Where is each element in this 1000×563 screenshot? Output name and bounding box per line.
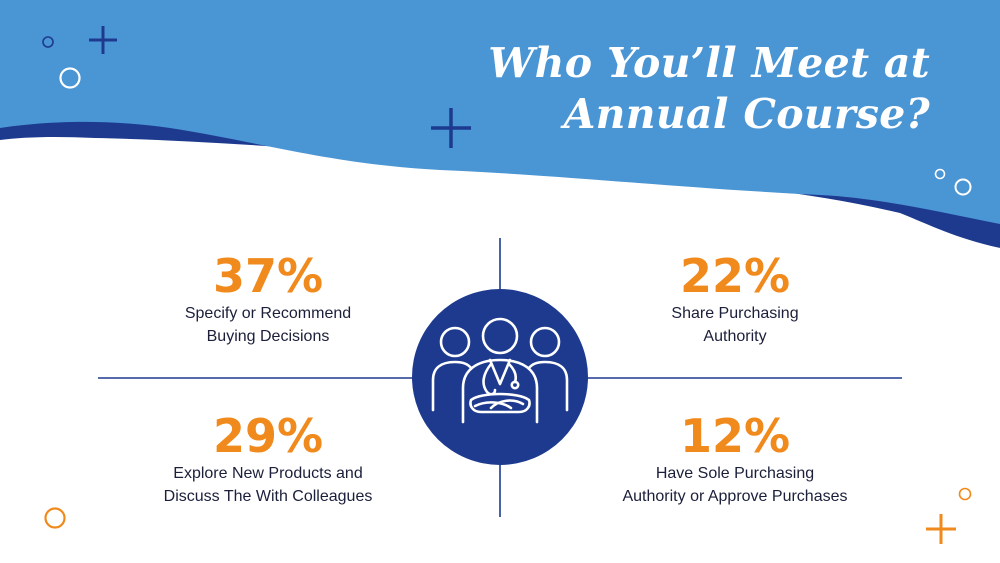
stat-description-line: Authority: [703, 328, 767, 345]
stat-specify-recommend: 37% Specify or Recommend Buying Decision…: [118, 252, 418, 348]
plus-icon: [431, 108, 471, 148]
stat-description-line: Have Sole Purchasing: [655, 465, 815, 482]
ring-icon: [44, 507, 66, 529]
medical-team-icon: [412, 289, 588, 465]
stat-percent: 12%: [679, 409, 791, 463]
stat-description-line: Authority or Approve Purchases: [622, 488, 848, 505]
page-title: Who You’ll Meet at Annual Course?: [410, 38, 930, 140]
stat-description: Have Sole Purchasing Authority or Approv…: [585, 462, 885, 508]
stat-description-line: Share Purchasing: [671, 305, 799, 322]
stat-description-line: Buying Decisions: [206, 328, 330, 345]
stat-sole-authority: 12% Have Sole Purchasing Authority or Ap…: [585, 412, 885, 508]
stat-explore-products: 29% Explore New Products and Discuss The…: [118, 412, 418, 508]
small-ring-icon: [958, 487, 972, 501]
plus-icon: [926, 514, 956, 544]
title-line-1: Who You’ll Meet at: [488, 39, 930, 87]
stat-description-line: Discuss The With Colleagues: [163, 488, 373, 505]
ring-icon: [954, 178, 972, 196]
title-line-2: Annual Course?: [563, 90, 930, 138]
plus-icon: [89, 26, 117, 54]
ring-icon: [59, 67, 81, 89]
stat-share-authority: 22% Share Purchasing Authority: [585, 252, 885, 348]
stat-percent: 37%: [212, 249, 324, 303]
stat-description: Specify or Recommend Buying Decisions: [118, 302, 418, 348]
stat-description: Share Purchasing Authority: [585, 302, 885, 348]
stat-description-line: Specify or Recommend: [184, 305, 352, 322]
blue-header-wave: [0, 0, 1000, 224]
stat-percent: 29%: [212, 409, 324, 463]
small-ring-icon: [934, 168, 946, 180]
stat-description: Explore New Products and Discuss The Wit…: [118, 462, 418, 508]
stat-description-line: Explore New Products and: [173, 465, 363, 482]
small-ring-icon: [42, 36, 54, 48]
stat-percent: 22%: [679, 249, 791, 303]
badge-circle: [412, 289, 588, 465]
